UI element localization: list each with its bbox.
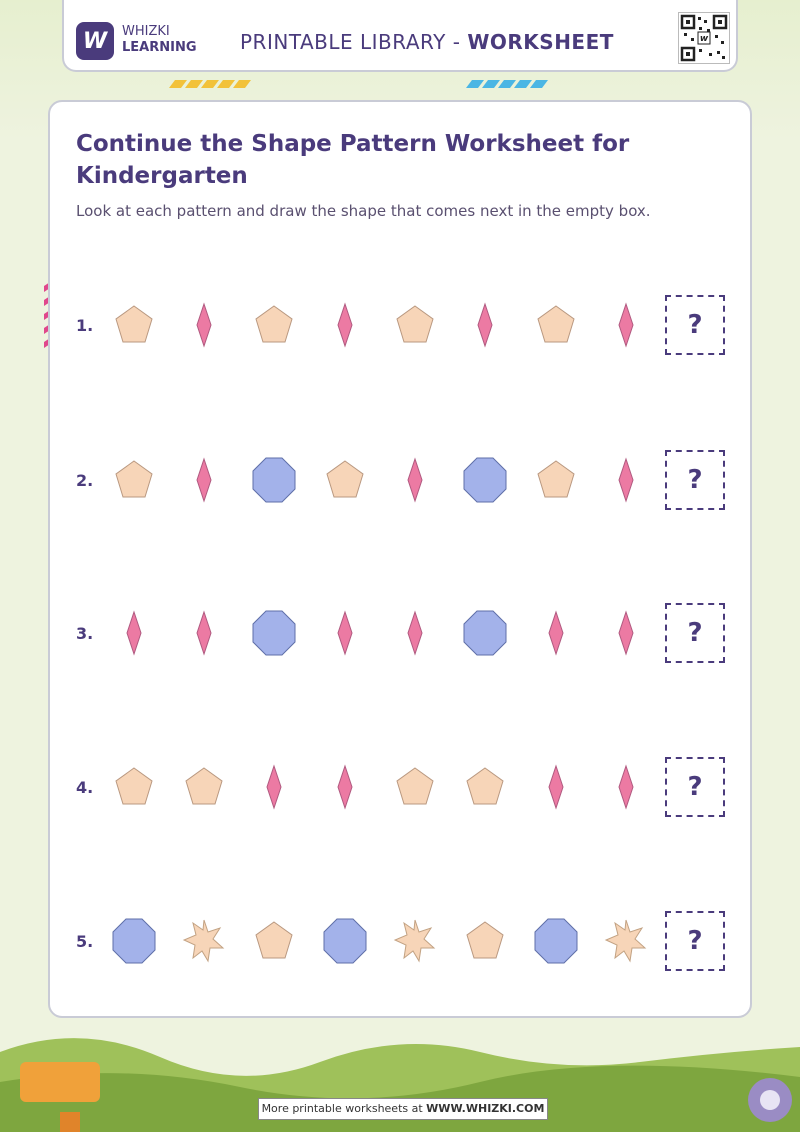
svg-text:w: w (700, 34, 709, 44)
diamond-shape (266, 764, 282, 810)
octagon-shape (463, 457, 507, 503)
pentagon-shape (537, 460, 575, 498)
pentagon-shape (466, 767, 504, 805)
diamond-shape (618, 610, 634, 656)
diamond-shape (337, 302, 353, 348)
diamond-shape (618, 457, 634, 503)
pentagon-shape (255, 921, 293, 959)
worksheet-panel (48, 100, 752, 1018)
whizki-logo[interactable]: W (76, 22, 114, 60)
pentagon-shape (185, 767, 223, 805)
brand-line-2: LEARNING (122, 40, 197, 55)
diamond-shape (407, 457, 423, 503)
diamond-shape (477, 302, 493, 348)
octagon-shape (534, 918, 578, 964)
footer-site[interactable]: WWW.WHIZKI.COM (426, 1102, 545, 1115)
diamond-shape (196, 302, 212, 348)
pattern-row-4: 4.? (0, 752, 800, 822)
logo-glyph: W (82, 28, 108, 54)
octagon-shape (323, 918, 367, 964)
star-shape (182, 919, 225, 963)
pentagon-shape (115, 305, 153, 343)
pentagon-shape (255, 305, 293, 343)
row-number: 5. (76, 932, 94, 951)
diamond-shape (618, 764, 634, 810)
diamond-shape (337, 610, 353, 656)
row-number: 4. (76, 778, 94, 797)
brand-line-1: WHIZKI (122, 24, 170, 39)
row-number: 2. (76, 471, 94, 490)
row-number: 3. (76, 624, 94, 643)
footer-link[interactable]: More printable worksheets at WWW.WHIZKI.… (258, 1098, 548, 1120)
header-title-bold: WORKSHEET (467, 30, 614, 54)
octagon-shape (252, 457, 296, 503)
diamond-shape (407, 610, 423, 656)
answer-box[interactable]: ? (665, 295, 725, 355)
pattern-row-1: 1.? (0, 290, 800, 360)
answer-box[interactable]: ? (665, 757, 725, 817)
pentagon-shape (396, 767, 434, 805)
pentagon-shape (466, 921, 504, 959)
footer-prefix: More printable worksheets at (261, 1102, 427, 1115)
diamond-shape (196, 457, 212, 503)
octagon-shape (463, 610, 507, 656)
octagon-shape (252, 610, 296, 656)
pentagon-shape (537, 305, 575, 343)
pentagon-shape (396, 305, 434, 343)
diamond-shape (196, 610, 212, 656)
row-number: 1. (76, 316, 94, 335)
pentagon-shape (115, 460, 153, 498)
diamond-shape (548, 610, 564, 656)
diamond-shape (126, 610, 142, 656)
question-mark: ? (687, 618, 703, 648)
answer-box[interactable]: ? (665, 911, 725, 971)
pattern-row-2: 2.? (0, 445, 800, 515)
diamond-shape (337, 764, 353, 810)
header-panel: W WHIZKI LEARNING PRINTABLE LIBRARY - WO… (62, 0, 738, 72)
header-title-prefix: PRINTABLE LIBRARY - (240, 30, 468, 54)
decor-stripes-blue (466, 80, 548, 88)
pattern-row-3: 3.? (0, 598, 800, 668)
diamond-shape (548, 764, 564, 810)
question-mark: ? (687, 465, 703, 495)
question-mark: ? (687, 310, 703, 340)
answer-box[interactable]: ? (665, 450, 725, 510)
brand-name: WHIZKI LEARNING (122, 24, 197, 56)
octagon-shape (112, 918, 156, 964)
worksheet-title: Continue the Shape Pattern Worksheet for… (76, 131, 630, 189)
pattern-row-5: 5.? (0, 906, 800, 976)
star-shape (604, 919, 647, 963)
qr-code-icon[interactable]: w (678, 12, 730, 64)
answer-box[interactable]: ? (665, 603, 725, 663)
question-mark: ? (687, 772, 703, 802)
star-shape (393, 919, 436, 963)
pentagon-shape (115, 767, 153, 805)
question-mark: ? (687, 926, 703, 956)
header-title: PRINTABLE LIBRARY - WORKSHEET (240, 30, 614, 54)
decor-stripes-yellow (169, 80, 251, 88)
pentagon-shape (326, 460, 364, 498)
diamond-shape (618, 302, 634, 348)
worksheet-instructions: Look at each pattern and draw the shape … (76, 202, 651, 220)
